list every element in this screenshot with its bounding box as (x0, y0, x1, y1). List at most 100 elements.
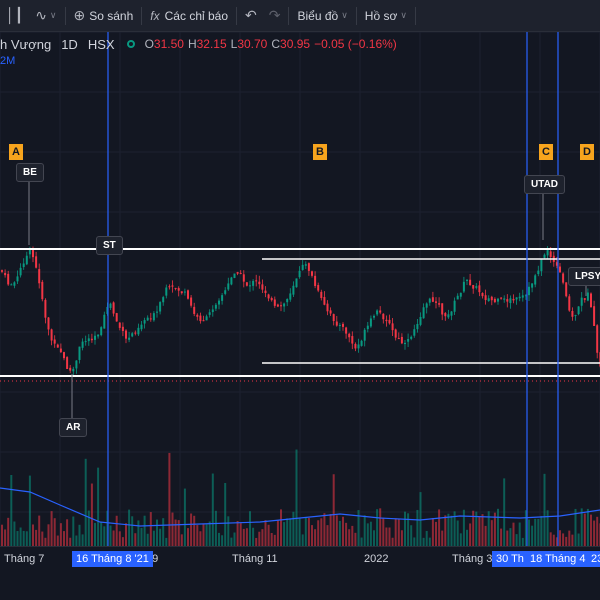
candle-body (255, 280, 258, 282)
candle-body (571, 310, 574, 317)
candle-body (66, 357, 69, 369)
candle-body (466, 279, 468, 281)
volume-bar (369, 521, 372, 546)
candle-body (236, 272, 239, 274)
candle-body (35, 256, 38, 268)
candle-body (490, 296, 493, 301)
tag-ar[interactable]: AR (59, 418, 88, 437)
volume-bar (255, 537, 258, 546)
toolbar-divider (288, 6, 290, 25)
volume-bar (81, 534, 84, 546)
candle-body (307, 263, 310, 271)
volume-bar (531, 525, 534, 546)
candle-body (131, 333, 134, 337)
candle-body (413, 329, 416, 336)
volume-bar (466, 529, 468, 546)
volume-bar (534, 518, 537, 546)
candle-body (53, 339, 56, 344)
volume-bar (125, 523, 127, 546)
candle-body (509, 298, 512, 304)
candle-body (115, 313, 118, 322)
volume-bar (10, 474, 13, 546)
candle-body (596, 325, 599, 353)
profile-menu-button[interactable]: Hồ sơ ∨ (359, 0, 413, 31)
volume-bar (456, 520, 459, 546)
tag-lpsy[interactable]: LPSY (568, 267, 600, 286)
tag-utad[interactable]: UTAD (524, 175, 566, 194)
candle-body (156, 311, 158, 313)
symbol-legend: h Vượng 1D HSX O 31.50 H 32.15 L 30.70 C 30.… (0, 36, 401, 52)
volume-bar (41, 531, 44, 546)
candles-style-button[interactable]: │┃ (0, 0, 29, 31)
candle-body (543, 254, 546, 258)
candle-body (276, 304, 279, 307)
price-chart[interactable] (0, 32, 600, 546)
candle-body (146, 317, 149, 321)
candle-body (345, 327, 348, 334)
candle-body (16, 276, 19, 282)
indicators-button[interactable]: fx Các chỉ báo (144, 0, 234, 31)
volume-legend: 2M (0, 55, 16, 67)
volume-bar (214, 510, 217, 546)
interval[interactable]: 1D (61, 36, 78, 52)
candle-body (270, 297, 273, 301)
candle-body (81, 341, 84, 348)
candle-body (512, 298, 515, 301)
candle-body (125, 330, 127, 339)
candle-body (273, 299, 276, 306)
volume-bar (568, 530, 571, 546)
candle-body (149, 318, 152, 320)
volume-bar (128, 509, 131, 546)
volume-bar (289, 518, 292, 546)
candle-body (174, 287, 177, 289)
volume-bar (177, 520, 180, 546)
candle-body (531, 283, 534, 288)
toolbar-divider (236, 6, 238, 25)
volume-bar (165, 537, 168, 546)
close-value: 30.95 (280, 37, 311, 51)
volume-bar (190, 513, 193, 546)
volume-bar (103, 526, 106, 546)
volume-bar (345, 522, 348, 546)
volume-bar (332, 474, 335, 546)
candle-body (208, 312, 211, 315)
chevron-down-icon: ∨ (49, 10, 57, 20)
tag-be[interactable]: BE (16, 163, 44, 182)
volume-bar (373, 530, 375, 546)
candle-body (493, 298, 496, 303)
volume-bar (134, 533, 137, 546)
volume-bar (202, 524, 205, 546)
line-style-button[interactable]: ∿ ∨ (29, 0, 62, 31)
candle-body (385, 319, 388, 322)
open-key: O (144, 37, 154, 51)
undo-button[interactable]: ↶ (239, 0, 263, 31)
volume-bar (571, 534, 574, 546)
change-value: −0.05 (−0.16%) (314, 37, 397, 51)
candle-body (360, 340, 363, 346)
volume-bar (28, 475, 31, 546)
candle-body (577, 306, 580, 315)
candle-body (565, 282, 568, 297)
volume-bar (187, 528, 189, 546)
volume-bar (13, 521, 16, 546)
crosshair-date-label: 16 Tháng 8 '21 (72, 551, 153, 567)
undo-icon: ↶ (245, 7, 257, 23)
phase-marker-c[interactable]: C (539, 144, 553, 160)
candle-body (537, 270, 540, 275)
candle-body (410, 336, 413, 339)
toolbar-divider (64, 6, 66, 25)
volume-bar (360, 537, 363, 546)
tag-st[interactable]: ST (96, 236, 123, 255)
phase-marker-a[interactable]: A (9, 144, 23, 160)
phase-marker-d[interactable]: D (580, 144, 594, 160)
line-chart-icon: ∿ (35, 7, 47, 23)
redo-button[interactable]: ↷ (263, 0, 287, 31)
candle-body (143, 320, 146, 324)
volume-bar (50, 511, 53, 546)
phase-marker-b[interactable]: B (313, 144, 327, 160)
chart-menu-button[interactable]: Biểu đồ ∨ (291, 0, 353, 31)
compare-button[interactable]: ⊕ So sánh (68, 0, 140, 31)
exchange[interactable]: HSX (87, 36, 115, 52)
symbol-name[interactable]: h Vượng (0, 36, 52, 52)
volume-bar (261, 529, 264, 546)
